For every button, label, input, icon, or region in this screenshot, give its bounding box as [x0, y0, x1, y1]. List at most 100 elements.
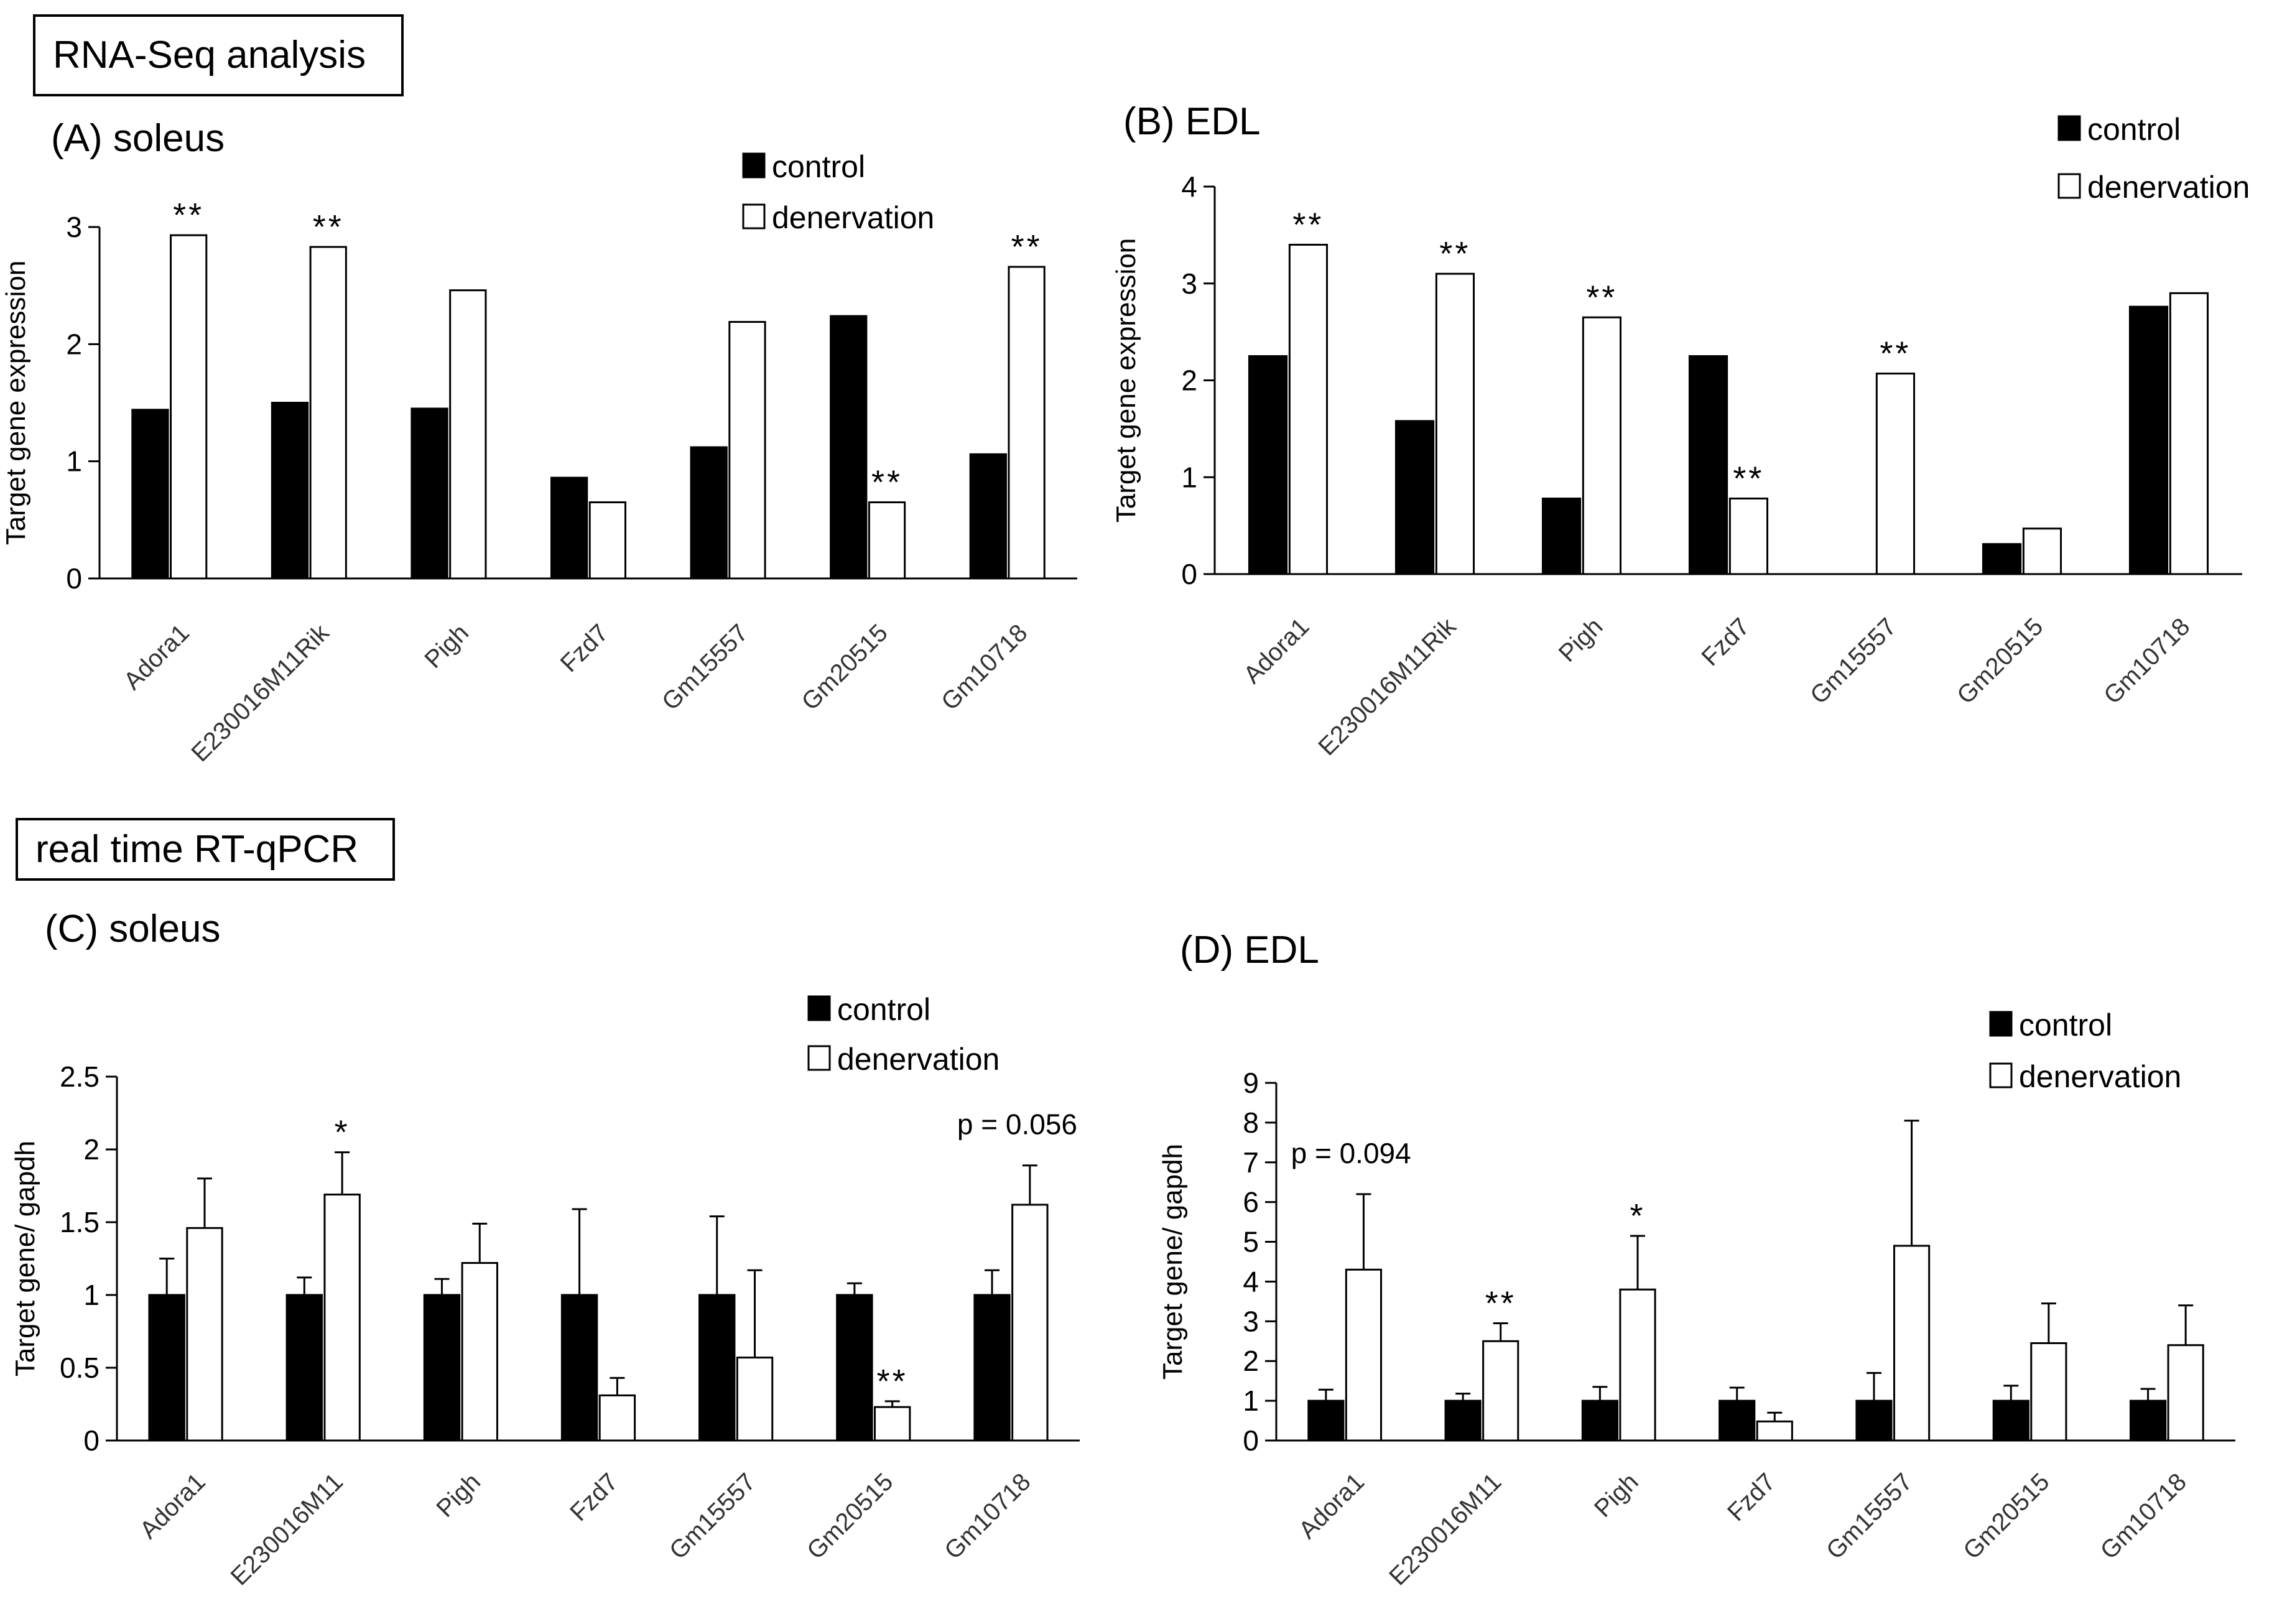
y-axis-label: Target gene/ gapdh: [1157, 1144, 1188, 1380]
category-label: Gm15557: [664, 1468, 761, 1564]
legend: control denervation: [2057, 112, 2250, 205]
category-label: Fzd7: [1696, 613, 1755, 671]
bar-control-gm10718: [2128, 305, 2169, 575]
y-tick-label: 0: [83, 1424, 100, 1457]
y-tick-label: 0: [1243, 1424, 1259, 1457]
legend-label-control: control: [2019, 1008, 2112, 1042]
significance-marker: **: [1011, 228, 1042, 266]
significance-marker: *: [1630, 1197, 1645, 1235]
chart-panel-b: 0 1 2 3 4 Target gene expression Adora1E230016…: [1111, 112, 2250, 761]
bar-denervation-gm10718: [2167, 1344, 2204, 1442]
y-tick-label: 2: [1181, 364, 1197, 397]
category-label: Gm10718: [939, 1468, 1036, 1564]
bar-denervation-adora1: [1345, 1268, 1383, 1442]
bar-control-e230016m11: [1444, 1399, 1482, 1442]
significance-marker: **: [313, 208, 344, 246]
y-tick-label: 2: [66, 328, 82, 360]
bar-control-e230016m11rik: [271, 402, 309, 580]
y-tick-label: 5: [1243, 1226, 1259, 1258]
y-tick-label: 2: [1243, 1345, 1259, 1377]
category-label: Pigh: [1554, 613, 1608, 667]
section-label-qpcr: real time RT-qPCR: [16, 818, 395, 881]
bar-control-fzd7: [550, 476, 588, 580]
significance-marker: **: [1586, 279, 1617, 316]
bar-denervation-pigh: [1619, 1288, 1656, 1442]
y-tick-label: 2: [83, 1133, 100, 1166]
legend-swatch-control: [807, 995, 831, 1021]
legend: control denervation: [807, 992, 1000, 1077]
category-label: Pigh: [431, 1468, 486, 1523]
bar-control-gm15557: [698, 1294, 736, 1442]
bar-denervation-gm10718: [1011, 1204, 1049, 1442]
bar-denervation-gm15557: [736, 1357, 774, 1442]
category-label: Gm20515: [797, 619, 893, 715]
bar-control-gm10718: [2129, 1399, 2167, 1442]
bar-denervation-fzd7: [1728, 498, 1769, 575]
y-tick-label: 3: [1181, 267, 1197, 300]
category-label: E230016M11: [226, 1468, 348, 1590]
category-label: Gm10718: [2099, 613, 2195, 709]
panel-title-c: (C) soleus: [45, 907, 221, 950]
category-label: Gm10718: [936, 619, 1032, 715]
bar-denervation-gm20515: [868, 501, 906, 580]
bar-denervation-gm20515: [873, 1406, 911, 1442]
bar-control-pigh: [1581, 1399, 1619, 1442]
legend-label-denervation: denervation: [772, 200, 934, 235]
significance-marker: **: [1485, 1285, 1516, 1322]
legend-label-denervation: denervation: [2087, 170, 2250, 205]
category-label: Adora1: [119, 619, 195, 695]
bar-control-fzd7: [1688, 355, 1728, 575]
y-tick-label: 9: [1243, 1067, 1259, 1099]
category-label: Fzd7: [565, 1468, 623, 1526]
bar-control-gm10718: [969, 453, 1007, 580]
bar-control-gm15557: [1855, 1399, 1893, 1442]
legend-label-denervation: denervation: [2019, 1059, 2181, 1094]
bar-denervation-pigh: [461, 1262, 498, 1442]
significance-marker: **: [1733, 460, 1764, 498]
bar-control-gm20515: [830, 315, 868, 580]
legend: control denervation: [1989, 1008, 2181, 1094]
bar-denervation-adora1: [170, 234, 208, 580]
bar-control-gm20515: [1992, 1399, 2029, 1442]
category-label: Adora1: [1294, 1468, 1370, 1544]
category-label: Fzd7: [555, 619, 614, 677]
bar-denervation-e230016m11rik: [1435, 272, 1475, 575]
y-tick-label: 3: [1243, 1305, 1259, 1337]
bar-control-adora1: [148, 1294, 185, 1442]
legend-label-control: control: [772, 149, 865, 184]
y-tick-label: 4: [1243, 1265, 1259, 1297]
y-tick-label: 6: [1243, 1186, 1259, 1218]
y-tick-label: 1: [1243, 1385, 1259, 1417]
y-tick-label: 1: [83, 1279, 100, 1311]
significance-marker: **: [1292, 206, 1324, 243]
chart-panel-d: 0 1 2 3 4 5 6 7 8 9 Target gene/ gapdh Adora1 E23001…: [1157, 1008, 2235, 1591]
legend-swatch-control: [1989, 1011, 2013, 1037]
category-label: Gm15557: [1805, 613, 1901, 709]
bar-control-pigh: [1541, 498, 1582, 575]
category-label: Pigh: [419, 619, 474, 674]
y-tick-label: 8: [1243, 1107, 1259, 1139]
bar-denervation-gm15557: [1893, 1245, 1931, 1442]
y-tick-label: 1: [66, 445, 82, 478]
y-axis-label: Target gene/ gapdh: [10, 1141, 40, 1376]
panel-title-b: (B) EDL: [1123, 100, 1261, 143]
bar-denervation-gm10718: [2169, 292, 2209, 575]
legend-swatch-control: [742, 152, 766, 179]
bar-denervation-pigh: [1582, 316, 1622, 575]
y-tick-label: 2.5: [60, 1060, 100, 1093]
bar-denervation-fzd7: [588, 501, 627, 580]
bar-denervation-gm20515: [2022, 527, 2062, 575]
significance-marker: **: [871, 464, 902, 501]
bar-denervation-pigh: [449, 289, 487, 580]
significance-marker: **: [877, 1363, 908, 1400]
category-label: Adora1: [134, 1468, 210, 1544]
legend-swatch-denervation: [742, 203, 766, 230]
category-label: E230016M11Rik: [1313, 613, 1462, 761]
y-axis-label: Target gene expression: [1, 261, 31, 545]
chart-panel-a: 0 1 2 3 Target gene expression Adora1E230016M…: [1, 149, 1077, 767]
bar-denervation-e230016m11: [1482, 1340, 1519, 1442]
y-tick-label: 1: [1181, 461, 1197, 493]
bar-control-gm20515: [1982, 543, 2022, 575]
bar-denervation-e230016m11: [323, 1194, 361, 1442]
bar-control-gm20515: [836, 1294, 873, 1442]
